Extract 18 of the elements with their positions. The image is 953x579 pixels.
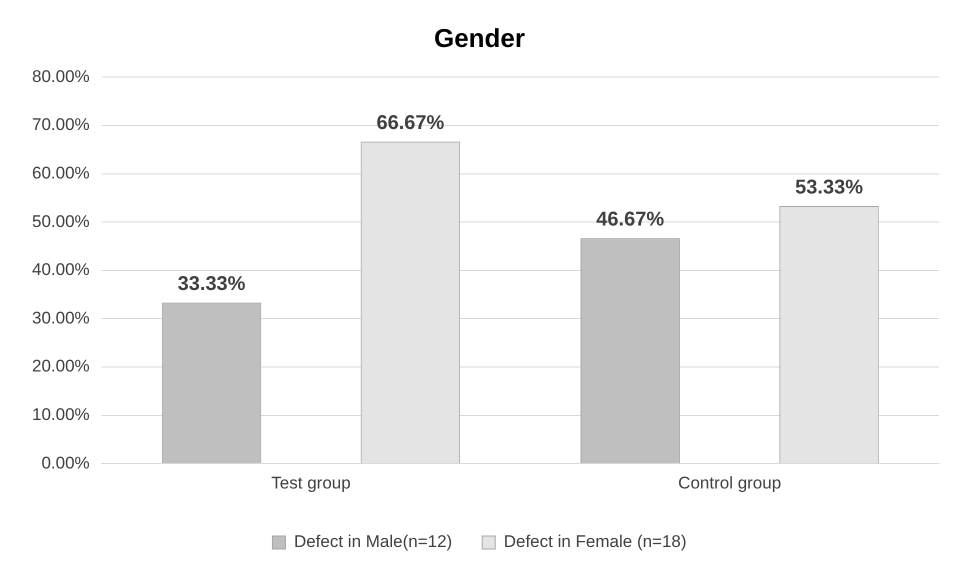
chart-title: Gender [434, 22, 526, 53]
y-tick-label: 40.00% [32, 260, 90, 280]
y-tick-label: 30.00% [32, 308, 90, 328]
y-tick-label: 70.00% [32, 115, 90, 134]
legend-label: Defect in Male(n=12) [294, 532, 452, 552]
y-tick-label: 60.00% [32, 163, 90, 182]
x-tick-label: Control group [678, 473, 782, 492]
y-tick-label: 20.00% [32, 356, 90, 376]
legend-label: Defect in Female (n=18) [504, 532, 687, 552]
y-tick-label: 50.00% [32, 212, 90, 231]
data-label: 46.67% [596, 208, 664, 231]
y-tick-label: 10.00% [32, 404, 90, 424]
data-label: 53.33% [795, 176, 864, 199]
x-tick-label: Test group [271, 473, 351, 492]
data-label: 33.33% [178, 273, 246, 296]
data-label: 66.67% [376, 112, 445, 134]
y-tick-label: 80.00% [32, 66, 90, 86]
y-tick-label: 0.00% [41, 453, 90, 472]
